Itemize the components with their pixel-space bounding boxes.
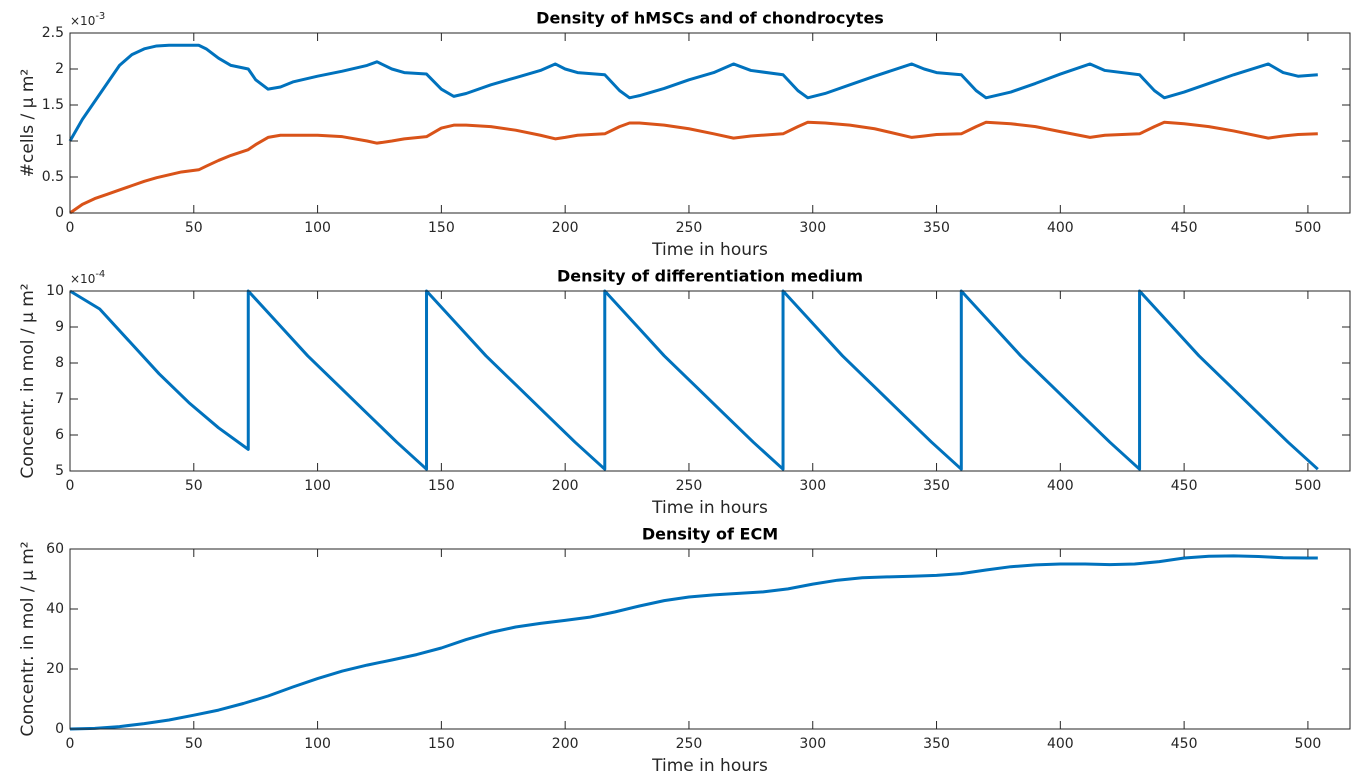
y-tick-label: 8	[55, 355, 64, 371]
axes-box	[69, 290, 1351, 472]
x-tick-label: 200	[552, 220, 579, 236]
x-tick-label: 450	[1171, 736, 1198, 752]
chart-title: Density of ECM	[642, 525, 778, 544]
x-tick-label: 50	[185, 736, 203, 752]
x-tick-label: 200	[552, 478, 579, 494]
y-tick-label: 10	[46, 283, 64, 299]
x-tick-label: 500	[1295, 736, 1322, 752]
y-tick-label: 7	[55, 391, 64, 407]
x-tick-label: 250	[676, 736, 703, 752]
x-tick-label: 500	[1295, 220, 1322, 236]
x-tick-label: 250	[676, 220, 703, 236]
y-tick-label: 40	[46, 601, 64, 617]
y-tick-label: 2.5	[42, 25, 64, 41]
axes-background	[70, 291, 1350, 471]
x-tick-label: 0	[66, 220, 75, 236]
x-tick-label: 300	[799, 220, 826, 236]
x-tick-label: 0	[66, 478, 75, 494]
x-tick-label: 450	[1171, 478, 1198, 494]
x-tick-label: 50	[185, 478, 203, 494]
x-tick-label: 100	[304, 478, 331, 494]
x-axis-label: Time in hours	[651, 240, 768, 260]
exponent-base: ×10	[70, 14, 95, 28]
axes-box	[69, 548, 1351, 730]
x-tick-label: 400	[1047, 736, 1074, 752]
series-line	[69, 120, 1318, 215]
x-tick-label: 350	[923, 220, 950, 236]
y-tick-label: 0	[55, 205, 64, 221]
axes-background	[70, 549, 1350, 729]
axes-box	[69, 32, 1351, 214]
x-tick-label: 50	[185, 220, 203, 236]
y-tick-label: 0	[55, 721, 64, 737]
x-tick-label: 150	[428, 736, 455, 752]
y-tick-label: 6	[55, 427, 64, 443]
y-tick-label: 2	[55, 61, 64, 77]
x-tick-label: 300	[799, 736, 826, 752]
y-tick-label: 0.5	[42, 169, 64, 185]
x-tick-label: 0	[66, 736, 75, 752]
x-axis-label: Time in hours	[651, 756, 768, 775]
x-tick-label: 150	[428, 478, 455, 494]
y-axis-label: #cells / μ m²	[18, 69, 38, 177]
y-tick-label: 1.5	[42, 97, 64, 113]
y-tick-label: 9	[55, 319, 64, 335]
x-tick-label: 400	[1047, 220, 1074, 236]
exponent-power: -3	[95, 11, 105, 22]
axes-background	[70, 33, 1350, 213]
x-tick-label: 450	[1171, 220, 1198, 236]
x-tick-label: 250	[676, 478, 703, 494]
x-tick-label: 400	[1047, 478, 1074, 494]
chart-title: Density of hMSCs and of chondrocytes	[536, 9, 884, 28]
exponent-power: -4	[95, 269, 105, 280]
y-tick-label: 5	[55, 463, 64, 479]
y-axis-label: Concentr. in mol / μ m²	[18, 541, 38, 736]
x-axis-label: Time in hours	[651, 498, 768, 518]
x-tick-label: 500	[1295, 478, 1322, 494]
x-tick-label: 300	[799, 478, 826, 494]
x-tick-label: 100	[304, 220, 331, 236]
axis-exponent: ×10-3	[70, 11, 105, 28]
y-tick-label: 20	[46, 661, 64, 677]
y-tick-label: 1	[55, 133, 64, 149]
series-line	[69, 289, 1319, 471]
x-tick-label: 200	[552, 736, 579, 752]
series-line	[69, 554, 1318, 731]
y-axis-label: Concentr. in mol / μ m²	[18, 283, 38, 478]
series-line	[68, 43, 1318, 142]
x-tick-label: 350	[923, 736, 950, 752]
axis-exponent: ×10-4	[70, 269, 105, 286]
chart-title: Density of differentiation medium	[557, 267, 863, 286]
y-tick-label: 60	[46, 541, 64, 557]
exponent-base: ×10	[70, 272, 95, 286]
x-tick-label: 350	[923, 478, 950, 494]
x-tick-label: 150	[428, 220, 455, 236]
x-tick-label: 100	[304, 736, 331, 752]
